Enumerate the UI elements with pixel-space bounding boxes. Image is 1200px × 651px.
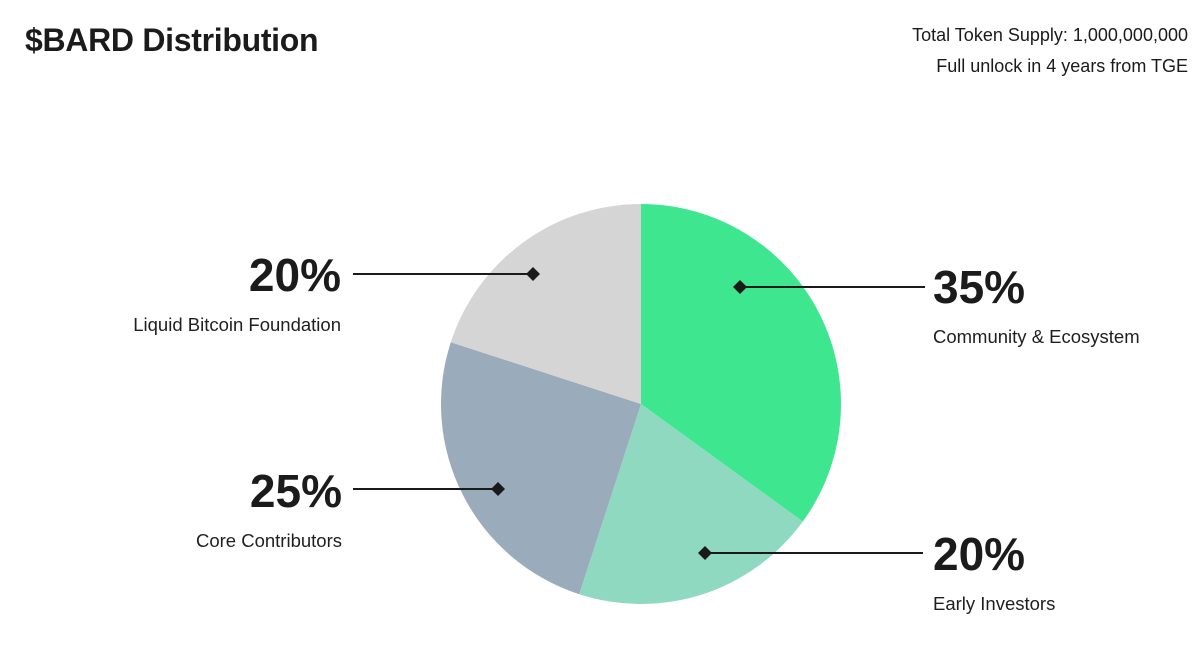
percent-label-early-investors: 20% (933, 528, 1026, 580)
pie-slice-core-contributors (441, 342, 641, 595)
slice-label-early-investors: Early Investors (933, 593, 1056, 614)
percent-label-community-ecosystem: 35% (933, 261, 1026, 313)
callout-early-investors: 20% Early Investors (933, 531, 1055, 615)
total-supply-line: Total Token Supply: 1,000,000,000 (912, 25, 1188, 45)
percent-label-liquid-bitcoin-foundation: 20% (248, 249, 341, 301)
callout-community-ecosystem: 35% Community & Ecosystem (933, 264, 1140, 348)
slice-label-core-contributors: Core Contributors (195, 530, 342, 551)
pie-slice-liquid-bitcoin-foundation (450, 204, 641, 404)
percent-label-core-contributors: 25% (249, 465, 342, 517)
callout-core-contributors: 25% Core Contributors (196, 468, 342, 552)
pie-chart (441, 204, 841, 604)
slice-label-community-ecosystem: Community & Ecosystem (933, 326, 1140, 347)
pie-slice-community-ecosystem (641, 204, 841, 522)
page-title: $BARD Distribution (25, 22, 319, 58)
callout-liquid-bitcoin-foundation: 20% Liquid Bitcoin Foundation (133, 252, 341, 336)
token-supply-info: Total Token Supply: 1,000,000,000 Full u… (912, 20, 1188, 82)
unlock-note-line: Full unlock in 4 years from TGE (936, 56, 1188, 76)
slice-label-liquid-bitcoin-foundation: Liquid Bitcoin Foundation (133, 314, 341, 335)
